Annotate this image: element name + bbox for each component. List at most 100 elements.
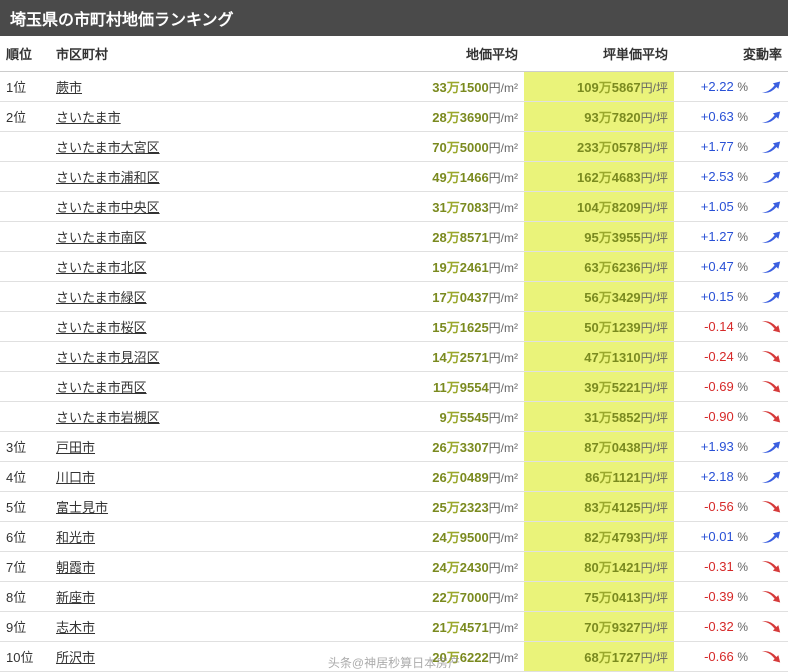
- city-cell: さいたま市北区: [50, 252, 374, 282]
- city-link[interactable]: さいたま市中央区: [56, 200, 160, 215]
- trend-arrow: [754, 432, 788, 462]
- trend-arrow: [754, 222, 788, 252]
- city-link[interactable]: 所沢市: [56, 650, 95, 665]
- city-link[interactable]: 志木市: [56, 620, 95, 635]
- city-cell: 和光市: [50, 522, 374, 552]
- col-rank: 順位: [0, 36, 50, 72]
- tsubo-cell: 82万4793円/坪: [524, 522, 674, 552]
- table-row: 5位富士見市25万2323円/m²83万4125円/坪-0.56 %: [0, 492, 788, 522]
- trend-arrow: [754, 162, 788, 192]
- change-cell: +2.22 %: [674, 72, 754, 102]
- rank-cell: [0, 162, 50, 192]
- trend-arrow: [754, 402, 788, 432]
- city-link[interactable]: 戸田市: [56, 440, 95, 455]
- rank-cell: 1位: [0, 72, 50, 102]
- city-link[interactable]: さいたま市緑区: [56, 290, 147, 305]
- city-link[interactable]: さいたま市浦和区: [56, 170, 160, 185]
- tsubo-cell: 50万1239円/坪: [524, 312, 674, 342]
- change-cell: -0.24 %: [674, 342, 754, 372]
- rank-cell: 6位: [0, 522, 50, 552]
- city-link[interactable]: 和光市: [56, 530, 95, 545]
- rank-cell: [0, 372, 50, 402]
- trend-arrow: [754, 582, 788, 612]
- rank-cell: 3位: [0, 432, 50, 462]
- city-link[interactable]: さいたま市大宮区: [56, 140, 160, 155]
- change-cell: +1.93 %: [674, 432, 754, 462]
- table-row: 1位蕨市33万1500円/m²109万5867円/坪+2.22 %: [0, 72, 788, 102]
- city-link[interactable]: 川口市: [56, 470, 95, 485]
- price-cell: 24万9500円/m²: [374, 522, 524, 552]
- change-cell: -0.32 %: [674, 612, 754, 642]
- tsubo-cell: 109万5867円/坪: [524, 72, 674, 102]
- city-cell: さいたま市: [50, 102, 374, 132]
- trend-arrow: [754, 462, 788, 492]
- city-link[interactable]: さいたま市南区: [56, 230, 147, 245]
- price-cell: 9万5545円/m²: [374, 402, 524, 432]
- city-cell: さいたま市岩槻区: [50, 402, 374, 432]
- city-link[interactable]: さいたま市見沼区: [56, 350, 160, 365]
- city-link[interactable]: 朝霞市: [56, 560, 95, 575]
- city-cell: さいたま市中央区: [50, 192, 374, 222]
- price-cell: 21万4571円/m²: [374, 612, 524, 642]
- city-link[interactable]: さいたま市岩槻区: [56, 410, 160, 425]
- trend-arrow: [754, 612, 788, 642]
- city-link[interactable]: さいたま市西区: [56, 380, 147, 395]
- rank-cell: [0, 222, 50, 252]
- table-row: さいたま市浦和区49万1466円/m²162万4683円/坪+2.53 %: [0, 162, 788, 192]
- change-cell: -0.39 %: [674, 582, 754, 612]
- rank-cell: [0, 252, 50, 282]
- tsubo-cell: 86万1121円/坪: [524, 462, 674, 492]
- city-cell: さいたま市西区: [50, 372, 374, 402]
- city-link[interactable]: さいたま市: [56, 110, 121, 125]
- rank-cell: [0, 132, 50, 162]
- price-cell: 31万7083円/m²: [374, 192, 524, 222]
- city-cell: さいたま市見沼区: [50, 342, 374, 372]
- price-cell: 25万2323円/m²: [374, 492, 524, 522]
- price-cell: 26万0489円/m²: [374, 462, 524, 492]
- trend-arrow: [754, 372, 788, 402]
- table-row: 3位戸田市26万3307円/m²87万0438円/坪+1.93 %: [0, 432, 788, 462]
- city-link[interactable]: さいたま市北区: [56, 260, 147, 275]
- col-change: 変動率: [674, 36, 788, 72]
- city-link[interactable]: 富士見市: [56, 500, 108, 515]
- trend-arrow: [754, 492, 788, 522]
- rank-cell: 10位: [0, 642, 50, 672]
- tsubo-cell: 31万5852円/坪: [524, 402, 674, 432]
- price-cell: 14万2571円/m²: [374, 342, 524, 372]
- change-cell: -0.14 %: [674, 312, 754, 342]
- rank-cell: [0, 312, 50, 342]
- table-row: 10位所沢市20万6222円/m²68万1727円/坪-0.66 %: [0, 642, 788, 672]
- tsubo-cell: 70万9327円/坪: [524, 612, 674, 642]
- tsubo-cell: 63万6236円/坪: [524, 252, 674, 282]
- rank-cell: 2位: [0, 102, 50, 132]
- city-cell: 志木市: [50, 612, 374, 642]
- city-cell: さいたま市桜区: [50, 312, 374, 342]
- table-row: さいたま市西区11万9554円/m²39万5221円/坪-0.69 %: [0, 372, 788, 402]
- col-price: 地価平均: [374, 36, 524, 72]
- tsubo-cell: 80万1421円/坪: [524, 552, 674, 582]
- price-cell: 15万1625円/m²: [374, 312, 524, 342]
- trend-arrow: [754, 192, 788, 222]
- city-cell: 朝霞市: [50, 552, 374, 582]
- city-cell: 富士見市: [50, 492, 374, 522]
- city-link[interactable]: 新座市: [56, 590, 95, 605]
- table-row: 7位朝霞市24万2430円/m²80万1421円/坪-0.31 %: [0, 552, 788, 582]
- city-cell: 川口市: [50, 462, 374, 492]
- price-cell: 70万5000円/m²: [374, 132, 524, 162]
- trend-arrow: [754, 252, 788, 282]
- trend-arrow: [754, 72, 788, 102]
- tsubo-cell: 47万1310円/坪: [524, 342, 674, 372]
- change-cell: -0.31 %: [674, 552, 754, 582]
- table-row: さいたま市見沼区 14万2571円/m²47万1310円/坪-0.24 %: [0, 342, 788, 372]
- table-row: 2位さいたま市28万3690円/m²93万7820円/坪+0.63 %: [0, 102, 788, 132]
- table-row: 6位和光市24万9500円/m²82万4793円/坪+0.01 %: [0, 522, 788, 552]
- price-cell: 17万0437円/m²: [374, 282, 524, 312]
- trend-arrow: [754, 132, 788, 162]
- change-cell: -0.56 %: [674, 492, 754, 522]
- rank-cell: [0, 342, 50, 372]
- city-link[interactable]: さいたま市桜区: [56, 320, 147, 335]
- city-link[interactable]: 蕨市: [56, 80, 82, 95]
- price-cell: 11万9554円/m²: [374, 372, 524, 402]
- table-row: さいたま市北区19万2461円/m²63万6236円/坪+0.47 %: [0, 252, 788, 282]
- tsubo-cell: 68万1727円/坪: [524, 642, 674, 672]
